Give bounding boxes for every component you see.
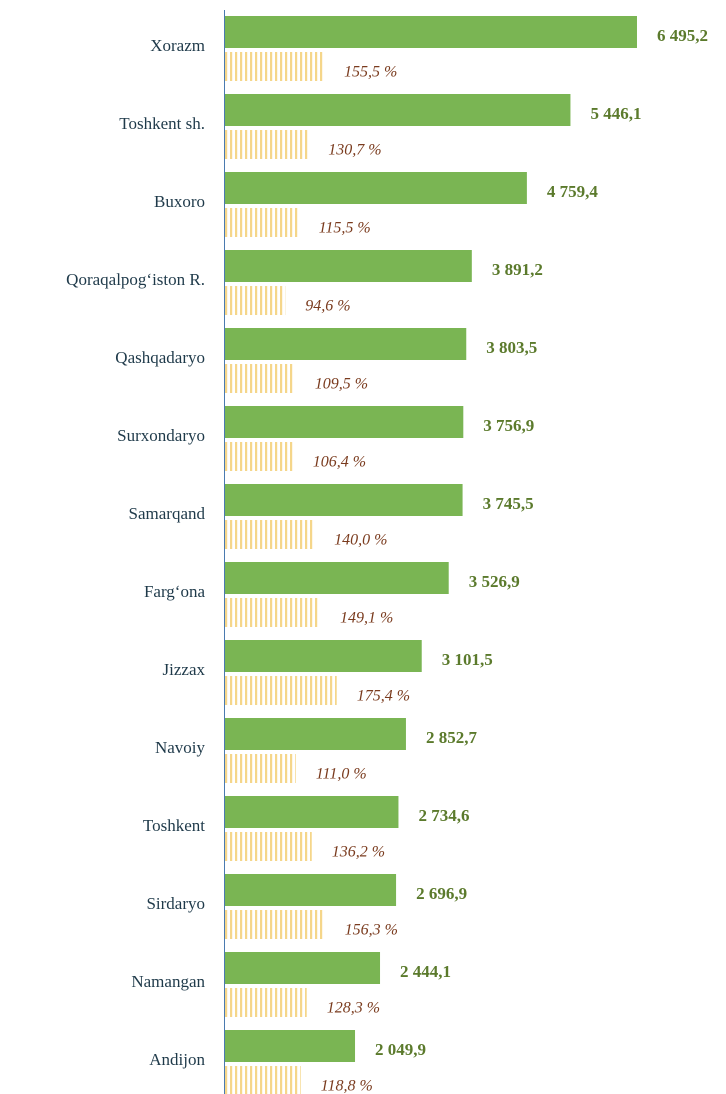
bar xyxy=(225,562,449,594)
striped-bar xyxy=(225,910,325,939)
percent-label: 140,0 % xyxy=(334,532,387,549)
category-label: Andijon xyxy=(149,1050,205,1069)
category-label: Samarqand xyxy=(129,504,206,523)
value-label: 6 495,2 xyxy=(657,26,708,45)
bar xyxy=(225,94,571,126)
striped-bar xyxy=(225,676,337,705)
percent-label: 118,8 % xyxy=(321,1078,373,1094)
percent-label: 106,4 % xyxy=(313,454,366,471)
value-label: 3 101,5 xyxy=(442,650,493,669)
percent-label: 130,7 % xyxy=(328,142,381,159)
percent-label: 128,3 % xyxy=(327,1000,380,1017)
percent-label: 109,5 % xyxy=(315,376,368,393)
percent-label: 115,5 % xyxy=(319,220,371,237)
bar xyxy=(225,718,406,750)
category-label: Xorazm xyxy=(150,36,205,55)
category-label: Qoraqalpog‘iston R. xyxy=(66,270,205,289)
value-label: 3 756,9 xyxy=(483,416,534,435)
percent-label: 94,6 % xyxy=(305,298,350,315)
category-label: Toshkent xyxy=(143,816,205,835)
value-label: 3 526,9 xyxy=(469,572,520,591)
value-label: 2 049,9 xyxy=(375,1040,426,1059)
bar xyxy=(225,328,467,360)
category-label: Toshkent sh. xyxy=(119,114,205,133)
bar xyxy=(225,406,464,438)
value-label: 2 734,6 xyxy=(418,806,469,825)
value-label: 2 444,1 xyxy=(400,962,451,981)
striped-bar xyxy=(225,832,312,861)
bar xyxy=(225,172,527,204)
striped-bar xyxy=(225,52,325,81)
percent-label: 156,3 % xyxy=(345,922,398,939)
percent-label: 149,1 % xyxy=(340,610,393,627)
striped-bar xyxy=(225,130,309,159)
striped-bar xyxy=(225,598,320,627)
category-label: Buxoro xyxy=(154,192,205,211)
bar xyxy=(225,250,472,282)
striped-bar xyxy=(225,988,307,1017)
value-label: 2 696,9 xyxy=(416,884,467,903)
category-label: Namangan xyxy=(131,972,205,991)
striped-bar xyxy=(225,520,315,549)
bar xyxy=(225,16,637,48)
value-label: 3 745,5 xyxy=(483,494,534,513)
striped-bar xyxy=(225,754,296,783)
striped-bar xyxy=(225,286,286,315)
bar xyxy=(225,874,397,906)
percent-label: 155,5 % xyxy=(344,64,397,81)
striped-bar xyxy=(225,364,295,393)
category-label: Jizzax xyxy=(163,660,206,679)
value-label: 4 759,4 xyxy=(547,182,599,201)
striped-bar xyxy=(225,442,293,471)
bar xyxy=(225,640,422,672)
percent-label: 111,0 % xyxy=(316,766,367,783)
value-label: 3 803,5 xyxy=(486,338,537,357)
value-label: 3 891,2 xyxy=(492,260,543,279)
category-label: Surxondaryo xyxy=(117,426,205,445)
category-label: Qashqadaryo xyxy=(115,348,205,367)
bar xyxy=(225,952,381,984)
percent-label: 175,4 % xyxy=(357,688,410,705)
category-label: Sirdaryo xyxy=(146,894,205,913)
bar xyxy=(225,1030,356,1062)
category-label: Farg‘ona xyxy=(144,582,206,601)
bar xyxy=(225,796,399,828)
value-label: 5 446,1 xyxy=(590,104,641,123)
bar xyxy=(225,484,463,516)
striped-bar xyxy=(225,208,299,237)
value-label: 2 852,7 xyxy=(426,728,478,747)
striped-bar xyxy=(225,1066,301,1094)
percent-label: 136,2 % xyxy=(332,844,385,861)
category-label: Navoiy xyxy=(155,738,206,757)
